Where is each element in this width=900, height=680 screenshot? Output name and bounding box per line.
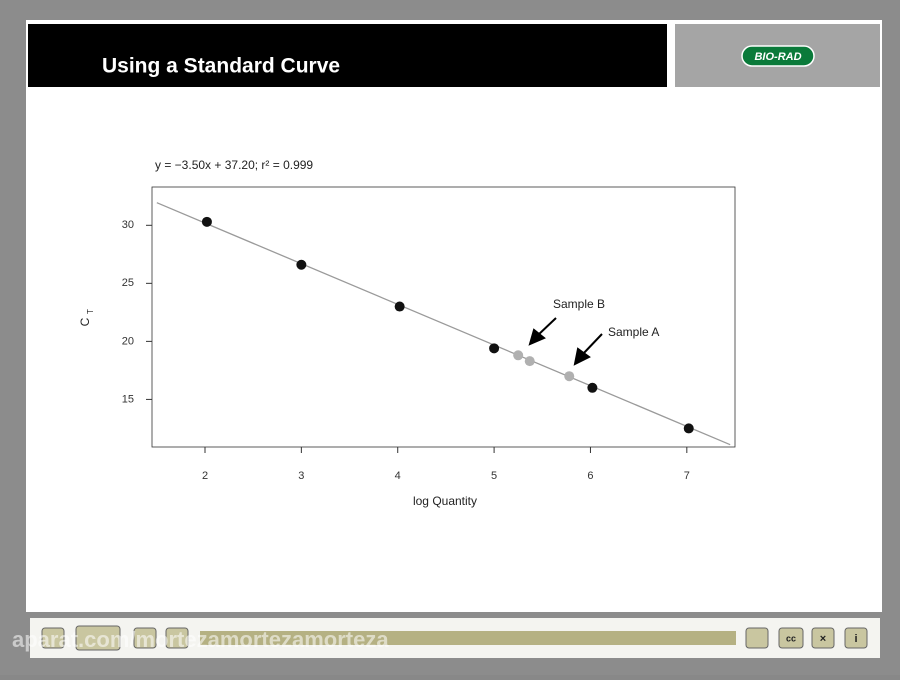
- watermark: aparat.com/mortezamortezamorteza: [12, 627, 389, 652]
- y-axis-label-sub: T: [86, 309, 95, 314]
- slide-title: Using a Standard Curve: [102, 55, 340, 78]
- data-point: [513, 350, 524, 361]
- y-tick-label: 25: [122, 277, 134, 289]
- play-button[interactable]: [75, 625, 121, 651]
- data-point: [587, 382, 598, 393]
- data-point: [683, 423, 694, 434]
- arrow-head: [573, 347, 591, 366]
- x-tick-label: 2: [202, 470, 208, 482]
- data-point: [524, 356, 535, 367]
- x-axis-label: log Quantity: [413, 494, 477, 508]
- next-button[interactable]: [165, 627, 189, 649]
- toolbar-buttons: [41, 625, 868, 651]
- y-tick-label: 15: [122, 393, 134, 405]
- arrows: [528, 317, 603, 366]
- data-point: [296, 259, 307, 270]
- slide: [26, 20, 882, 612]
- volume-button[interactable]: [745, 627, 769, 649]
- progress-bar[interactable]: [200, 631, 736, 645]
- logo-text: BIO-RAD: [754, 51, 801, 63]
- y-axis-label-main: C: [78, 317, 92, 326]
- arrow: [581, 333, 603, 356]
- annotation: Sample B: [553, 297, 605, 311]
- y-tick-label: 20: [122, 335, 134, 347]
- info-button[interactable]: [844, 627, 868, 649]
- data-point: [489, 343, 500, 354]
- close-button[interactable]: [811, 627, 835, 649]
- x-tick-label: 6: [587, 470, 593, 482]
- y-tick-label: 30: [122, 219, 134, 231]
- rewind-button[interactable]: [41, 627, 65, 649]
- x-tick-label: 5: [491, 470, 497, 482]
- prev-button[interactable]: [133, 627, 157, 649]
- data-point: [564, 371, 575, 382]
- plot-frame: [151, 186, 736, 448]
- data-point: [394, 301, 405, 312]
- fit-line: [156, 202, 731, 446]
- arrow-head: [528, 328, 546, 346]
- x-tick-label: 7: [684, 470, 690, 482]
- annotation: Sample A: [608, 325, 659, 339]
- captions-button[interactable]: [778, 627, 804, 649]
- data-point: [201, 216, 212, 227]
- x-tick-label: 3: [298, 470, 304, 482]
- equation: y = −3.50x + 37.20; r² = 0.999: [155, 158, 313, 172]
- info-label: i: [854, 633, 857, 645]
- header-bar: [28, 24, 667, 87]
- captions-label: cc: [786, 633, 796, 643]
- logo: [741, 45, 815, 67]
- arrow: [536, 317, 557, 337]
- close-icon: ×: [820, 633, 826, 645]
- y-axis-label: C T: [78, 309, 95, 326]
- x-tick-label: 4: [395, 470, 401, 482]
